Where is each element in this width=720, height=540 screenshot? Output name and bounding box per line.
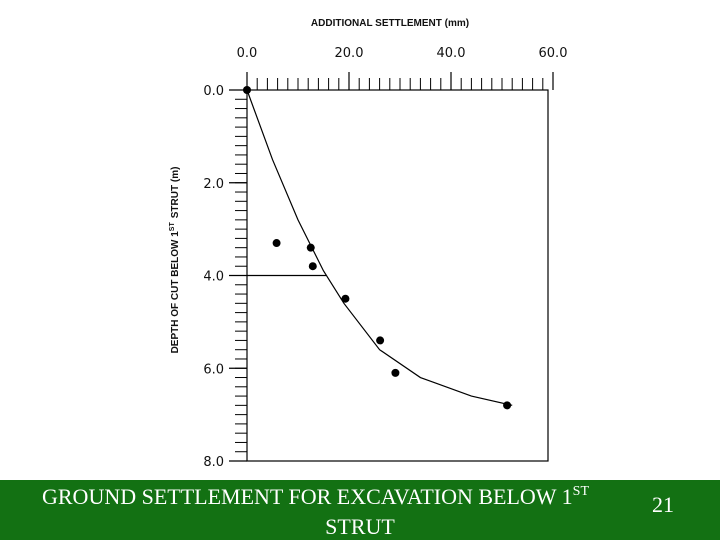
y-axis-label: DEPTH OF CUT BELOW 1ST STRUT (m)	[169, 167, 181, 354]
chart: 0.0 20.0 40.0 60.0 0.0 2.0 4.0 6.0 8.0	[203, 46, 567, 470]
x-tick-label: 0.0	[237, 46, 258, 61]
y-label-superscript: ST	[169, 222, 176, 232]
footer-superscript: ST	[573, 484, 590, 499]
y-label-text: DEPTH OF CUT BELOW 1	[170, 231, 181, 354]
footer-banner	[0, 480, 720, 540]
data-point	[272, 239, 281, 248]
footer-title: GROUND SETTLEMENT FOR EXCAVATION BELOW 1…	[42, 484, 589, 509]
trend-curve	[246, 89, 513, 406]
x-axis-label: ADDITIONAL SETTLEMENT (mm)	[311, 18, 469, 29]
footer-text: GROUND SETTLEMENT FOR EXCAVATION BELOW 1	[42, 484, 573, 509]
x-tick-label: 40.0	[437, 46, 466, 61]
y-tick-label: 4.0	[203, 270, 224, 285]
data-point	[308, 262, 317, 271]
data-point	[243, 86, 251, 94]
y-tick-label: 2.0	[203, 177, 224, 192]
slide-background	[0, 0, 720, 480]
footer-line2: STRUT	[325, 514, 395, 539]
data-point	[503, 401, 512, 410]
x-tick-label: 60.0	[539, 46, 568, 61]
slide-number: 21	[652, 492, 674, 517]
y-tick-label: 0.0	[203, 84, 224, 99]
x-tick-label: 20.0	[335, 46, 364, 61]
data-point	[376, 336, 385, 345]
data-point	[306, 243, 315, 252]
y-label-rest: STRUT (m)	[170, 167, 181, 219]
y-tick-label: 8.0	[203, 455, 224, 470]
y-tick-label: 6.0	[203, 362, 224, 377]
data-point	[391, 368, 400, 377]
data-point	[341, 294, 350, 303]
